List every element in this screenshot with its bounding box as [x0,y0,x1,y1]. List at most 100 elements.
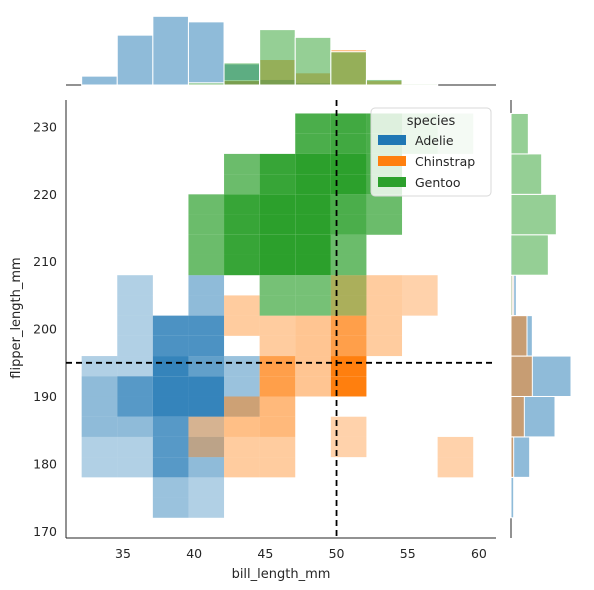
heatmap-cell-gentoo [295,214,331,235]
heatmap-cell-chinstrap [295,376,331,397]
heatmap-cell-chinstrap [330,335,367,357]
heatmap-cell-adelie [152,315,189,336]
heatmap-cell-adelie [224,376,260,397]
marginal-y-bar-gentoo [510,234,549,276]
heatmap-cell-adelie [188,356,225,377]
y-tick-label: 230 [33,119,57,134]
heatmap-cell-chinstrap [259,315,296,336]
heatmap-cell-chinstrap [295,315,331,336]
heatmap-cell-adelie [152,376,189,397]
heatmap-cell-gentoo [295,254,331,276]
legend-swatch-gentoo [378,177,406,187]
heatmap-cell-adelie [188,396,225,417]
legend-label-chinstrap: Chinstrap [415,154,475,169]
marginal-y-bar-gentoo [510,153,543,195]
heatmap-cell-adelie [152,416,189,437]
x-tick-label: 60 [471,546,487,561]
marginal-x-bar-adelie [152,15,189,86]
heatmap-cell-gentoo [366,194,403,215]
heatmap-cell-gentoo [224,254,260,276]
heatmap-cell-gentoo [259,234,296,255]
heatmap-cell-gentoo [224,174,260,195]
heatmap-cell-chinstrap [224,315,260,336]
heatmap-cell-gentoo [224,234,260,255]
heatmap-cell-adelie [188,376,225,397]
heatmap-cell-adelie [188,497,225,518]
heatmap-cell-chinstrap [259,396,296,417]
heatmap-cell-gentoo [295,133,331,154]
legend-swatch-chinstrap [378,156,406,166]
heatmap-cell-gentoo [330,234,367,255]
heatmap-cell-adelie [188,477,225,498]
heatmap-cell-adelie [188,315,225,336]
heatmap-cell-chinstrap [259,457,296,478]
heatmap-cell-adelie [117,295,153,316]
heatmap-cell-adelie [81,416,118,437]
heatmap-cell-gentoo [295,153,331,175]
heatmap-cell-adelie [188,335,225,357]
heatmap-cell-adelie [188,275,225,296]
heatmap-cell-adelie [117,356,153,377]
heatmap-cell-gentoo [259,214,296,235]
marginal-y-bar-chinstrap [510,436,515,478]
heatmap-cell-gentoo [295,275,331,296]
heatmap-cell-adelie [117,416,153,437]
y-tick-label: 190 [33,389,57,404]
heatmap-cell-adelie [81,376,118,397]
marginal-x-bar-gentoo [259,29,296,86]
heatmap-cell-gentoo [330,214,367,235]
marginal-y-histogram [510,100,572,538]
heatmap-cell-chinstrap [224,436,260,458]
heatmap-cell-gentoo [366,214,403,235]
marginal-x-bar-gentoo [330,51,367,86]
heatmap-cell-chinstrap [330,436,367,458]
heatmap-cell-gentoo [259,194,296,215]
y-tick-label: 210 [33,254,57,269]
heatmap-cell-adelie [188,295,225,316]
heatmap-cell-gentoo [224,214,260,235]
heatmap-cell-chinstrap [402,275,438,296]
y-tick-label: 200 [33,322,57,337]
marginal-x-bar-gentoo [187,82,225,86]
heatmap-cell-adelie [117,376,153,397]
heatmap-cell-gentoo [259,275,296,296]
heatmap-cell-chinstrap [330,295,367,316]
heatmap-cell-chinstrap [224,295,260,316]
legend: species Adelie Chinstrap Gentoo [370,107,492,197]
heatmap-cell-gentoo [330,133,367,154]
heatmap-cell-adelie [81,396,118,417]
x-tick-label: 45 [257,546,273,561]
heatmap-cell-chinstrap [330,315,367,336]
heatmap-cell-chinstrap [330,275,367,296]
heatmap-cell-gentoo [188,234,225,255]
legend-title: species [407,114,456,129]
marginal-x-bar-gentoo [365,78,403,86]
heatmap-cell-gentoo [330,113,367,134]
marginal-x-bar-adelie [187,21,225,86]
heatmap-cell-adelie [117,457,153,478]
heatmap-cell-adelie [188,436,225,458]
heatmap-cell-gentoo [224,194,260,215]
x-tick-label: 35 [115,546,131,561]
heatmap-cell-gentoo [295,174,331,195]
heatmap-cell-gentoo [295,234,331,255]
heatmap-cell-gentoo [330,174,367,195]
marginal-y-bar-chinstrap [510,395,525,438]
heatmap-cell-gentoo [330,275,367,296]
heatmap-cell-adelie [117,275,153,296]
heatmap-cell-adelie [152,436,189,458]
heatmap-cell-adelie [81,356,118,377]
heatmap-cell-chinstrap [366,335,403,357]
heatmap-cell-chinstrap [259,376,296,397]
heatmap-cell-chinstrap [330,376,367,397]
marginal-y-bar-adelie [510,476,515,519]
x-tick-label: 50 [329,546,345,561]
axes: 35 40 45 50 55 60 170 180 190 200 210 220 230 [33,100,496,561]
legend-label-adelie: Adelie [415,133,454,148]
marginal-y-bar-chinstrap [510,315,528,357]
heatmap-cell-gentoo [188,254,225,276]
heatmap-cell-chinstrap [295,335,331,357]
heatmap-cell-adelie [81,457,118,478]
heatmap-cell-gentoo [224,153,260,175]
heatmap-cell-chinstrap [259,356,296,377]
